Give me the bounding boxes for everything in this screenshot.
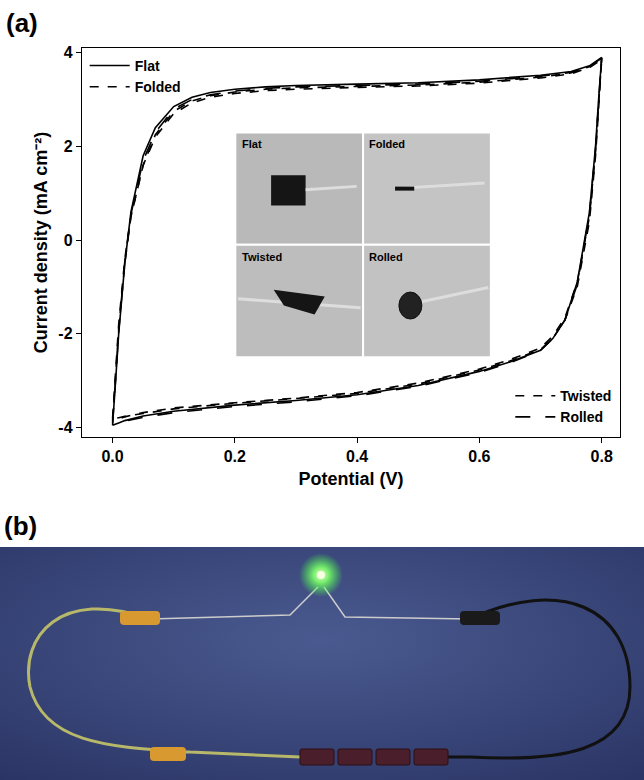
svg-text:Folded: Folded xyxy=(135,79,181,95)
svg-text:Rolled: Rolled xyxy=(560,409,603,425)
svg-text:Flat: Flat xyxy=(135,58,160,74)
svg-text:0.6: 0.6 xyxy=(468,448,490,465)
svg-text:(a): (a) xyxy=(6,8,38,38)
svg-text:Twisted: Twisted xyxy=(560,388,611,404)
svg-text:Folded: Folded xyxy=(369,138,405,150)
svg-text:-4: -4 xyxy=(58,419,72,436)
svg-text:0: 0 xyxy=(64,232,73,249)
svg-text:Rolled: Rolled xyxy=(369,251,403,263)
svg-text:2: 2 xyxy=(64,138,73,155)
svg-text:0.2: 0.2 xyxy=(224,448,246,465)
svg-text:4: 4 xyxy=(64,44,73,61)
svg-text:(b): (b) xyxy=(4,511,37,541)
svg-text:Current density (mA cm⁻²): Current density (mA cm⁻²) xyxy=(31,132,51,353)
svg-text:0.8: 0.8 xyxy=(591,448,613,465)
svg-text:Flat: Flat xyxy=(242,138,262,150)
svg-text:Potential (V): Potential (V) xyxy=(298,469,403,489)
svg-text:-2: -2 xyxy=(58,325,72,342)
svg-text:0.4: 0.4 xyxy=(346,448,368,465)
svg-text:0.0: 0.0 xyxy=(101,448,123,465)
svg-text:Twisted: Twisted xyxy=(242,251,282,263)
